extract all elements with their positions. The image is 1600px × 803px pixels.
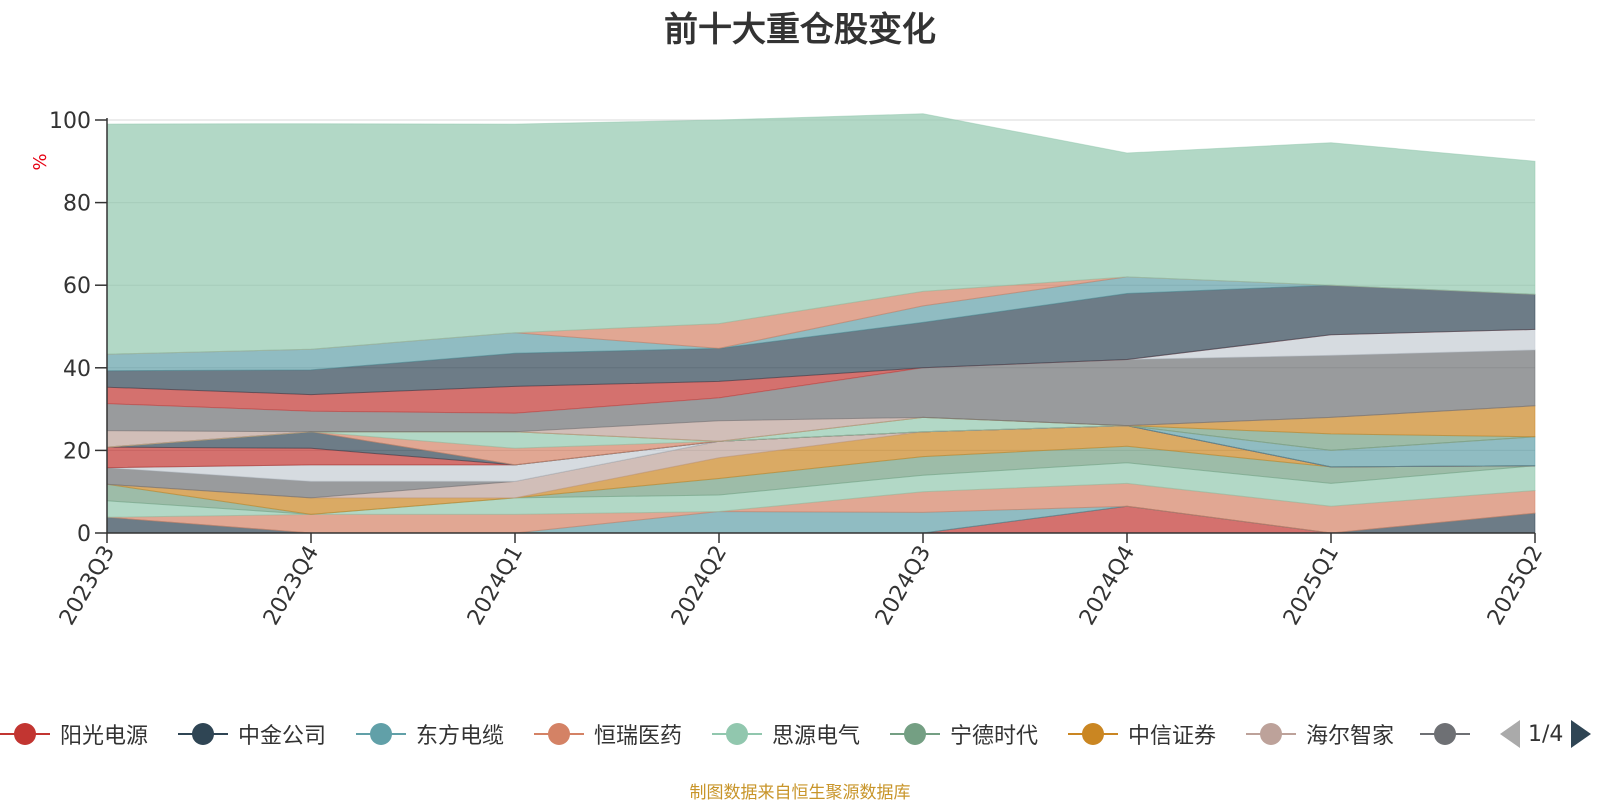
legend-label: 宁德时代 <box>950 724 1039 749</box>
legend-overflow-clip <box>1402 710 1484 758</box>
legend-item-3[interactable]: 恒瑞医药 <box>534 710 682 758</box>
y-axis-unit-label: % <box>30 153 51 170</box>
legend-circle-icon <box>890 722 940 746</box>
legend-pagination: 1/4 <box>1500 710 1592 758</box>
legend-circle-icon <box>1246 722 1296 746</box>
y-tick-label: 20 <box>63 439 91 464</box>
x-tick-label: 2023Q3 <box>55 542 120 630</box>
chart-title: 前十大重仓股变化 <box>664 10 936 50</box>
legend-item-1[interactable]: 中金公司 <box>178 710 326 758</box>
legend-page-indicator: 1/4 <box>1528 721 1564 747</box>
y-tick-label: 40 <box>63 357 91 382</box>
legend-label: 恒瑞医药 <box>594 724 683 749</box>
area-series <box>106 113 1536 534</box>
x-tick-label: 2023Q4 <box>259 542 324 630</box>
legend: 1/4 阳光电源 中金公司 东方电缆 恒瑞医药 思源电气 宁德时代 中信证券 海尔智家 <box>0 710 1600 758</box>
legend-circle-icon <box>0 722 50 746</box>
legend-item-0[interactable]: 阳光电源 <box>0 710 148 758</box>
x-tick-label: 2024Q4 <box>1075 542 1140 630</box>
source-footnote: 制图数据来自恒生聚源数据库 <box>689 783 911 803</box>
legend-item-5[interactable]: 宁德时代 <box>890 710 1038 758</box>
legend-item-2[interactable]: 东方电缆 <box>356 710 504 758</box>
legend-item-7[interactable]: 海尔智家 <box>1246 710 1394 758</box>
area-series-25[interactable] <box>106 113 1536 355</box>
y-tick-label: 100 <box>49 109 91 134</box>
legend-label: 中金公司 <box>238 724 327 749</box>
y-tick-label: 80 <box>63 192 91 217</box>
x-tick-label: 2024Q1 <box>463 542 528 630</box>
legend-label: 东方电缆 <box>416 724 505 749</box>
legend-circle-icon <box>1420 722 1470 746</box>
legend-label: 思源电气 <box>772 724 861 749</box>
legend-circle-icon <box>534 722 584 746</box>
legend-circle-icon <box>356 722 406 746</box>
legend-item-8[interactable] <box>1420 710 1480 758</box>
legend-label: 海尔智家 <box>1306 724 1395 749</box>
legend-item-4[interactable]: 思源电气 <box>712 710 860 758</box>
x-tick-label: 2024Q2 <box>667 542 732 630</box>
legend-label: 中信证券 <box>1128 724 1217 749</box>
y-tick-label: 60 <box>63 274 91 299</box>
x-tick-label: 2025Q1 <box>1279 542 1344 630</box>
stacked-area-chart: 0 20 40 60 80 100 2023Q3 2023Q4 2024Q1 2024Q2 2024… <box>30 109 1548 630</box>
y-tick-label: 0 <box>77 522 91 547</box>
x-tick-label: 2025Q2 <box>1483 542 1548 630</box>
legend-circle-icon <box>178 722 228 746</box>
legend-next-arrow-icon[interactable] <box>1571 720 1592 748</box>
legend-prev-arrow-icon[interactable] <box>1500 720 1520 748</box>
legend-label: 阳光电源 <box>60 724 149 749</box>
legend-circle-icon <box>712 722 762 746</box>
legend-circle-icon <box>1068 722 1118 746</box>
legend-item-6[interactable]: 中信证券 <box>1068 710 1216 758</box>
x-tick-label: 2024Q3 <box>871 542 936 630</box>
